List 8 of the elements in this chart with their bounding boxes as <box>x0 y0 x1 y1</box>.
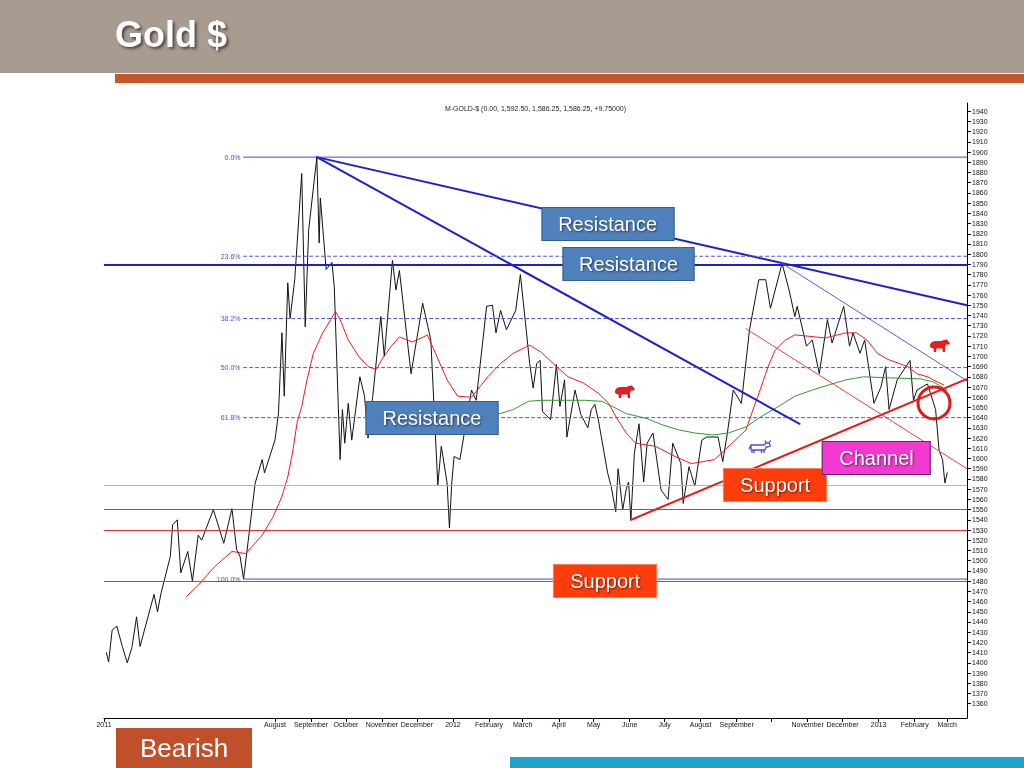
annotation: Support <box>723 468 828 503</box>
annotation: Resistance <box>365 400 499 435</box>
annotation: Resistance <box>562 247 695 282</box>
chart-title: Gold $ <box>115 14 228 56</box>
annotation: Channel <box>822 440 931 475</box>
annotation: Resistance <box>541 206 675 241</box>
text: Bearish <box>116 728 253 768</box>
annotation: Support <box>553 564 658 599</box>
